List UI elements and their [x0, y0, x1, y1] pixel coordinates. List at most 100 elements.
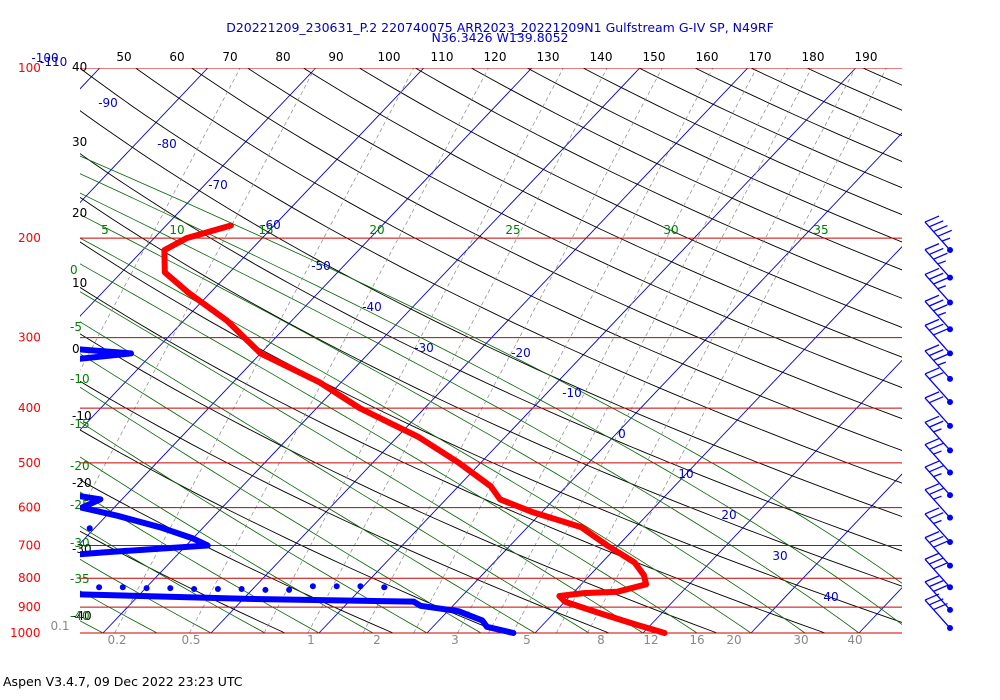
- moist-adiabat-line: [80, 291, 644, 634]
- dry-adiabat-label: 40: [72, 60, 87, 74]
- wind-barb-staff: [924, 350, 951, 380]
- chart-title: D20221209_230631_P.2 220740075 ARR2023_2…: [226, 20, 774, 35]
- wind-barb: [924, 483, 953, 521]
- wind-barb: [924, 552, 953, 591]
- wind-barb-staff: [924, 373, 951, 403]
- top-scale-label: 70: [222, 50, 237, 64]
- isobar-label: 700: [18, 538, 41, 552]
- dry-adiabat-line: [191, 68, 902, 420]
- dry-adiabat-line: [80, 530, 286, 634]
- isotherm-line: [642, 359, 902, 634]
- moist-adiabat-label: 10: [169, 223, 184, 237]
- wind-barb-half-flag: [937, 361, 946, 366]
- wind-barb: [924, 243, 953, 281]
- wind-barb-flag: [933, 353, 948, 361]
- top-scale-label: 160: [696, 50, 719, 64]
- wind-barb-staff: [924, 581, 951, 611]
- dry-adiabat-line: [80, 196, 902, 587]
- mixing-ratio-label: 16: [689, 633, 704, 647]
- dewpoint-scatter-point: [286, 586, 293, 593]
- profiles-layer: [15, 222, 668, 636]
- isobar-label: 600: [18, 501, 41, 515]
- wind-barb-staff: [924, 249, 951, 279]
- moist-adiabat-label: 20: [369, 223, 384, 237]
- moist-adiabat-label: -30: [70, 536, 90, 550]
- wind-barb-staff: [924, 397, 951, 427]
- dry-adiabat-label: -10: [72, 409, 92, 423]
- mixing-ratio-line: [488, 68, 789, 634]
- moist-adiabat-label: 0: [70, 263, 78, 277]
- dry-adiabat-line: [975, 68, 1000, 633]
- dry-adiabat-line: [694, 68, 902, 162]
- isotherm-line: [80, 68, 425, 431]
- wind-barb-flag: [928, 349, 944, 357]
- moist-adiabat-label: 35: [813, 223, 828, 237]
- dry-adiabat-line: [750, 68, 902, 137]
- dewpoint-scatter-point: [119, 584, 126, 591]
- wind-barb: [924, 575, 953, 613]
- top-scale-label: 90: [328, 50, 343, 64]
- isotherm-label: -10: [562, 386, 582, 400]
- isotherm-line: [750, 473, 902, 634]
- wind-barb: [924, 318, 953, 357]
- wind-barb-flag: [937, 229, 953, 237]
- mixing-ratio-line: [362, 68, 663, 634]
- wind-barb-half-flag: [933, 428, 942, 433]
- top-scale-label: 80: [275, 50, 290, 64]
- wind-barb-flag: [928, 465, 944, 473]
- wind-barb-flag: [928, 512, 944, 520]
- wind-barb-flag: [924, 483, 940, 491]
- isotherm-label: -50: [311, 259, 331, 273]
- isobar-label: 900: [18, 600, 41, 614]
- dewpoint-scatter-point: [214, 586, 221, 592]
- wind-barb-flag: [924, 294, 940, 302]
- dry-adiabat-line: [80, 241, 902, 623]
- wind-barb: [924, 215, 953, 254]
- wind-barb-staff: [924, 300, 951, 330]
- dry-adiabat-line: [135, 68, 902, 451]
- dry-adiabat-label: 30: [72, 135, 87, 149]
- dry-adiabat-line: [470, 68, 902, 271]
- grid-layer: [80, 68, 1000, 634]
- wind-barb: [924, 391, 953, 429]
- wind-barb: [924, 593, 953, 632]
- isotherm-label: -40: [362, 300, 382, 314]
- wind-barb-staff: [924, 489, 951, 519]
- moist-adiabat-label: -10: [70, 372, 90, 386]
- mixing-ratio-line: [80, 68, 241, 372]
- wind-barb-flag: [924, 318, 940, 327]
- moist-adiabat-line: [80, 491, 320, 634]
- wind-barb-flag: [933, 304, 948, 312]
- isotherm-line: [858, 587, 902, 634]
- wind-barb-staff: [924, 466, 951, 496]
- moist-adiabat-line: [80, 386, 482, 634]
- wind-barb-flag: [928, 372, 944, 380]
- top-scale-label: 170: [749, 50, 772, 64]
- dry-adiabat-line: [919, 68, 1000, 633]
- moist-adiabat-label: -15: [70, 417, 90, 431]
- wind-barb-half-flag: [937, 311, 946, 317]
- isotherm-label: 40: [823, 590, 838, 604]
- wind-barb: [924, 367, 953, 405]
- moist-adiabat-line: [80, 214, 806, 634]
- top-scale-label: 100: [378, 50, 401, 64]
- mixing-ratio-label: 3: [451, 633, 459, 647]
- wind-barb-flag: [933, 252, 948, 260]
- moist-adiabat-label: 30: [663, 223, 678, 237]
- mixing-ratio-label: 0.5: [181, 633, 200, 647]
- wind-barb-flag: [924, 344, 940, 352]
- dewpoint-scatter-point: [15, 524, 21, 530]
- dry-adiabat-line: [638, 68, 902, 189]
- dewpoint-scatter-point: [238, 586, 245, 592]
- isotherm-line: [210, 68, 749, 634]
- mixing-ratio-line: [413, 68, 714, 634]
- wind-barb: [924, 437, 953, 476]
- dewpoint-scatter-point: [262, 586, 269, 593]
- wind-barb-flag: [928, 396, 944, 404]
- isotherm-label: 0: [618, 427, 626, 441]
- wind-barb-staff: [924, 421, 951, 451]
- isotherm-line: [967, 68, 1000, 633]
- wind-barb-flag: [924, 593, 940, 601]
- isobar-label: 800: [18, 571, 41, 585]
